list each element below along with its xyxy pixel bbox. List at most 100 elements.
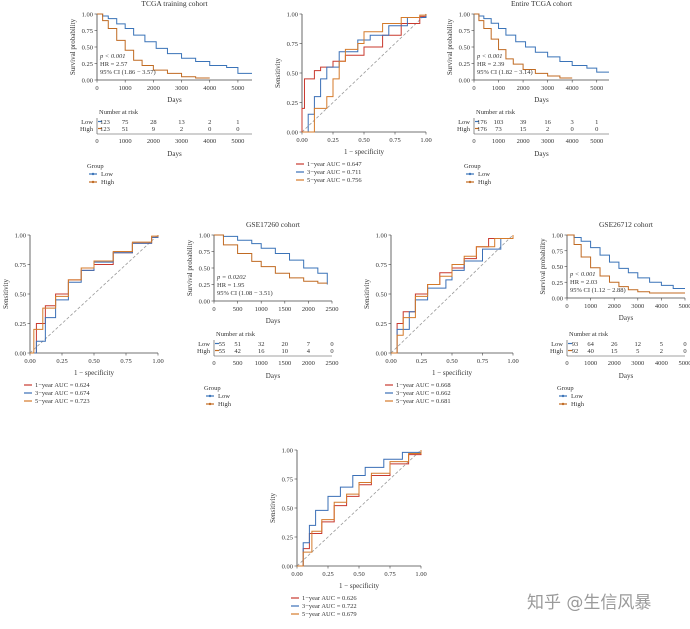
legend-label: Low [571, 393, 583, 400]
y-axis-label: Survival probability [446, 18, 454, 75]
risk-count: 28 [150, 119, 157, 126]
risk-x-axis-label: Days [534, 150, 549, 158]
x-tick-label: 500 [233, 306, 243, 313]
x-tick-label: 5000 [590, 85, 603, 92]
risk-x-tick-label: 0 [565, 360, 568, 367]
x-axis-label: 1 − specificity [344, 148, 385, 156]
y-tick-label: 0.00 [199, 299, 210, 306]
km-curve-high [567, 234, 685, 294]
legend-label: 3−year AUC = 0.711 [307, 169, 361, 176]
km-curve-low [214, 234, 328, 285]
risk-count: 7 [307, 341, 311, 348]
risk-x-tick-label: 2000 [517, 138, 530, 145]
legend-label: 1−year AUC = 0.626 [302, 595, 357, 602]
chart-title: TCGA training cohort [141, 0, 208, 8]
risk-count: 92 [572, 348, 579, 355]
chart-title: Entire TCGA cohort [511, 0, 573, 8]
legend-label: 3−year AUC = 0.722 [302, 603, 357, 610]
y-tick-label: 1.00 [15, 233, 26, 240]
legend-label: Low [218, 393, 230, 400]
risk-count: 5 [636, 348, 639, 355]
risk-count: 16 [544, 119, 551, 126]
legend-title: Group [204, 385, 221, 392]
y-axis-label: Survival probability [69, 18, 77, 75]
x-axis-label: 1 − specificity [74, 369, 115, 377]
risk-count: 39 [520, 119, 527, 126]
risk-count: 0 [330, 348, 333, 355]
risk-x-tick-label: 2500 [326, 360, 339, 367]
y-tick-label: 0.00 [552, 296, 563, 303]
x-tick-label: 1000 [119, 85, 132, 92]
legend-label: 3−year AUC = 0.662 [396, 390, 451, 397]
stat-text: 95% CI (1.86 − 3.57) [100, 69, 156, 76]
x-tick-label: 1.00 [415, 571, 426, 578]
y-axis-label: Survival probability [539, 238, 547, 295]
x-tick-label: 3000 [631, 303, 644, 310]
panel-7: GSE26712 cohort 0.00 0.25 0.50 0.75 1.00 0 1000… [539, 220, 690, 408]
reference-diagonal [301, 13, 427, 133]
risk-count: 1 [236, 119, 239, 126]
y-tick-label: 0.00 [287, 130, 298, 137]
risk-x-tick-label: 0 [472, 138, 475, 145]
legend-marker [91, 180, 95, 184]
y-tick-label: 1.00 [282, 448, 293, 455]
x-tick-label: 1.00 [420, 137, 431, 144]
x-tick-label: 4000 [203, 85, 216, 92]
x-tick-label: 0.00 [296, 137, 307, 144]
risk-count: 93 [572, 341, 579, 348]
x-tick-label: 5000 [231, 85, 244, 92]
x-tick-label: 0 [95, 85, 98, 92]
y-tick-label: 0.50 [287, 71, 298, 78]
risk-count: 3 [571, 119, 574, 126]
y-tick-label: 0.25 [15, 321, 26, 328]
stat-text: p < 0.001 [99, 53, 126, 60]
risk-count: 2 [546, 126, 549, 133]
risk-count: 51 [122, 126, 129, 133]
risk-count: 0 [236, 126, 239, 133]
risk-table-title: Number at risk [476, 109, 516, 116]
x-axis-label: Days [534, 96, 549, 104]
x-tick-label: 0.50 [358, 137, 369, 144]
km-curve-high [97, 13, 210, 79]
roc-curve-2 [297, 450, 422, 567]
legend-title: Group [87, 163, 104, 170]
km-curve-low [567, 234, 685, 290]
y-tick-label: 0.50 [82, 45, 93, 52]
panel-8: 0.00 0.25 0.50 0.75 1.00 0.00 0.25 0.50 0.75 1.00… [269, 448, 427, 619]
km-curve-low [474, 13, 609, 73]
y-tick-label: 0.25 [376, 321, 387, 328]
legend-marker [91, 172, 95, 176]
risk-count: 123 [100, 119, 110, 126]
watermark: 知乎 @生信风暴 [527, 593, 652, 613]
y-tick-label: 0.25 [82, 61, 93, 68]
risk-count: 4 [307, 348, 311, 355]
panel-4: 0.00 0.25 0.50 0.75 1.00 0.00 0.25 0.50 0.75 1.00… [2, 233, 164, 406]
x-tick-label: 0.25 [56, 358, 67, 365]
y-tick-label: 1.00 [459, 12, 470, 19]
risk-x-tick-label: 1000 [492, 138, 505, 145]
risk-count: 5 [660, 341, 663, 348]
km-curve-high [474, 13, 573, 79]
risk-x-tick-label: 3000 [175, 138, 188, 145]
risk-count: 51 [234, 341, 241, 348]
legend-label: 1−year AUC = 0.624 [35, 382, 90, 389]
risk-count: 13 [178, 119, 185, 126]
risk-table-title: Number at risk [569, 331, 609, 338]
x-tick-label: 2000 [517, 85, 530, 92]
legend-label: 1−year AUC = 0.668 [396, 382, 451, 389]
legend-label: Low [478, 171, 490, 178]
risk-table-title: Number at risk [99, 109, 139, 116]
y-tick-label: 0.50 [376, 292, 387, 299]
legend-marker [468, 172, 472, 176]
risk-x-axis-label: Days [266, 372, 281, 380]
legend-marker [468, 180, 472, 184]
panel-6: 0.00 0.25 0.50 0.75 1.00 0.00 0.25 0.50 0.75 1.00… [363, 233, 519, 406]
risk-count: 9 [152, 126, 155, 133]
x-tick-label: 0 [212, 306, 215, 313]
risk-count: 0 [595, 126, 598, 133]
risk-count: 32 [258, 341, 265, 348]
risk-count: 0 [571, 126, 574, 133]
risk-count: 176 [477, 126, 488, 133]
risk-x-tick-label: 5000 [590, 138, 603, 145]
